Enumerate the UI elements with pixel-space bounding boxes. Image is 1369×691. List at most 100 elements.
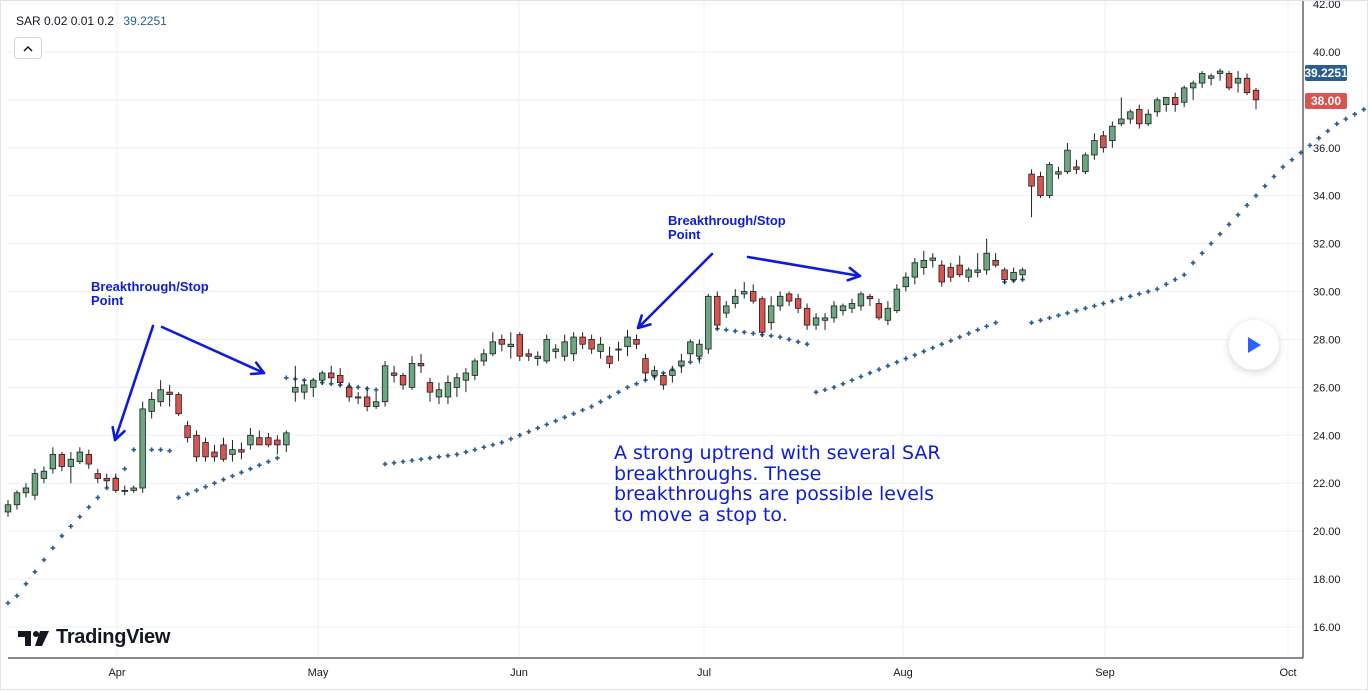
candle: [58, 452, 66, 472]
sar-point: [993, 320, 998, 325]
collapse-legend-button[interactable]: [14, 37, 42, 59]
sar-point: [1190, 260, 1196, 266]
candle: [1163, 97, 1170, 112]
sar-point: [1047, 315, 1052, 321]
candle-body: [1118, 118, 1125, 125]
candle-body: [1019, 269, 1026, 276]
sar-point: [858, 374, 864, 379]
candle: [283, 430, 290, 453]
chevron-up-icon: [23, 45, 33, 52]
sar-point: [373, 387, 379, 393]
candle: [687, 339, 694, 362]
sar-point: [41, 557, 47, 563]
sar-point: [1056, 313, 1061, 318]
sar-point: [248, 466, 253, 472]
candle: [785, 291, 793, 306]
candle: [1046, 162, 1053, 199]
x-tick-label: Jul: [697, 667, 711, 679]
sar-point: [436, 454, 442, 460]
sar-point: [1334, 121, 1340, 127]
candle-body: [741, 291, 748, 295]
sar-point: [50, 545, 56, 551]
candle: [633, 334, 640, 350]
sar-point: [275, 455, 280, 461]
sar-point: [508, 436, 514, 442]
candle-body: [1180, 87, 1188, 103]
candle-body: [893, 288, 901, 312]
candle-body: [1145, 113, 1152, 125]
candle: [247, 428, 254, 450]
play-button[interactable]: [1229, 320, 1279, 370]
tradingview-logo[interactable]: TradingView: [18, 626, 170, 649]
indicator-legend[interactable]: SAR 0.02 0.01 0.2 39.2251: [16, 14, 167, 28]
candle-body: [381, 365, 389, 403]
sar-point: [939, 341, 945, 347]
sar-point: [526, 429, 532, 434]
candle: [606, 346, 613, 369]
candle-body: [345, 386, 353, 398]
candle-body: [714, 295, 721, 326]
sar-point: [571, 411, 576, 417]
candle-body: [220, 444, 227, 460]
x-tick-label: Apr: [108, 667, 125, 679]
indicator-value: 39.2251: [123, 14, 167, 28]
candle: [857, 291, 865, 311]
sar-point: [831, 385, 837, 390]
candle: [1136, 104, 1143, 129]
candle-body: [687, 341, 694, 355]
candle-body: [274, 439, 281, 446]
sar-point: [1136, 291, 1142, 297]
sar-point: [562, 415, 567, 420]
sar-point: [472, 447, 478, 452]
tradingview-logo-icon: [18, 630, 49, 646]
candle: [1118, 97, 1125, 127]
candle: [615, 341, 622, 362]
sar-point: [634, 381, 639, 387]
candle: [1145, 109, 1152, 127]
candle-body: [1109, 125, 1116, 141]
sar-point: [957, 334, 963, 340]
sar-point: [1307, 143, 1313, 148]
sar-point: [912, 352, 918, 358]
sar-point: [68, 524, 74, 529]
candle: [741, 281, 748, 299]
candle: [929, 253, 936, 268]
candle: [328, 365, 335, 383]
candle: [301, 380, 308, 400]
candle: [525, 349, 532, 362]
candle: [1082, 152, 1089, 175]
sar-point: [885, 363, 891, 369]
candle-body: [1037, 176, 1044, 197]
candle: [193, 430, 200, 462]
candle: [417, 353, 425, 373]
candle: [1010, 267, 1017, 282]
candle: [85, 449, 93, 469]
candle: [794, 293, 802, 314]
candle-body: [22, 487, 30, 494]
sar-point: [625, 385, 630, 390]
sar-point: [239, 470, 244, 475]
candle-body: [884, 307, 892, 321]
sar-point: [257, 462, 262, 468]
sar-point: [1289, 157, 1295, 163]
sar-point: [1253, 193, 1259, 198]
candle: [444, 375, 452, 405]
candle-body: [1046, 164, 1053, 197]
annotation-arrow: [111, 324, 155, 442]
candle-body: [848, 303, 856, 309]
candle-body: [992, 259, 999, 266]
candle: [1198, 71, 1206, 88]
candle: [1001, 267, 1008, 285]
candle-body: [651, 370, 658, 376]
candle-body: [543, 339, 550, 362]
candle: [1037, 171, 1044, 199]
candle-body: [1073, 166, 1080, 170]
x-tick-label: Sep: [1095, 667, 1115, 679]
candle-body: [633, 339, 640, 345]
candle-body: [184, 425, 191, 439]
candle: [462, 368, 470, 393]
candle-body: [76, 451, 84, 463]
candle: [103, 473, 110, 488]
candle: [516, 332, 523, 362]
